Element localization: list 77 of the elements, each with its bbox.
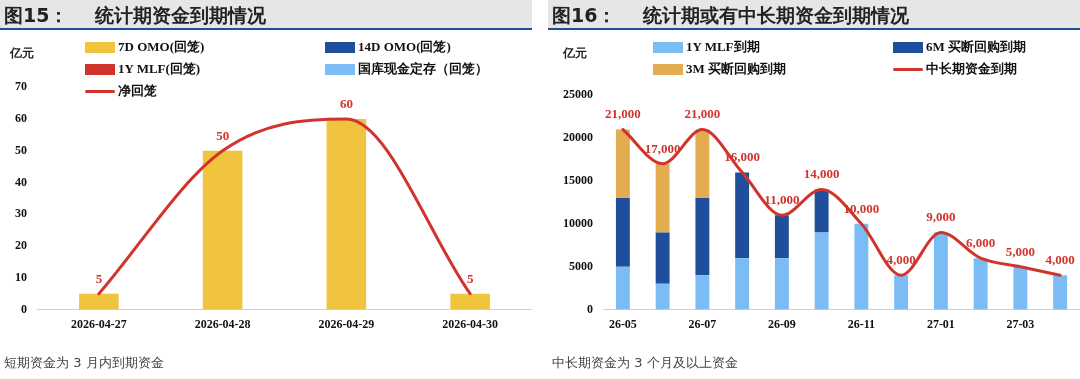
x-tick-label: 2026-04-29: [318, 316, 375, 331]
data-label: 5: [95, 270, 103, 286]
bar: [326, 118, 367, 310]
bar: [450, 293, 490, 310]
bar: [695, 129, 710, 199]
bar: [735, 172, 750, 259]
bar: [655, 163, 670, 233]
y-axis-title: 亿元: [563, 45, 587, 62]
legend-label: 1Y MLF到期: [686, 38, 760, 56]
data-label: 11,000: [764, 192, 800, 208]
y-tick-label: 25000: [563, 87, 593, 102]
data-label: 5: [466, 270, 474, 286]
chart-title: 图16： 统计期或有中长期资金到期情况: [548, 0, 1080, 30]
bar: [615, 198, 630, 267]
x-tick-label: 26-09: [767, 316, 796, 331]
bar: [894, 275, 909, 310]
y-tick-label: 70: [15, 79, 27, 94]
bar: [814, 232, 829, 310]
y-axis-title: 亿元: [10, 45, 34, 62]
bar: [854, 223, 869, 310]
y-tick-label: 50: [15, 142, 27, 157]
legend-label: 3M 买断回购到期: [686, 60, 787, 78]
y-tick-label: 10: [15, 269, 27, 284]
bar: [695, 275, 710, 310]
bar: [615, 266, 630, 310]
y-tick-label: 20: [15, 238, 27, 253]
bar: [695, 198, 710, 276]
data-label: 21,000: [684, 106, 721, 122]
data-label: 60: [339, 95, 353, 111]
data-label: 21,000: [605, 106, 641, 122]
y-tick-label: 20000: [563, 130, 593, 145]
y-tick-label: 5000: [569, 258, 593, 273]
y-tick-label: 0: [587, 301, 593, 316]
text: 短期资金为 3 月内到期资金: [4, 354, 164, 372]
y-tick-label: 0: [21, 301, 27, 316]
x-tick-label: 26-11: [847, 316, 876, 331]
x-tick-label: 27-01: [926, 316, 955, 331]
x-tick-label: 2026-04-30: [442, 316, 499, 331]
legend-label: 14D OMO(回笼): [358, 38, 451, 56]
bar: [774, 258, 789, 310]
bar: [79, 293, 119, 310]
legend-label: 7D OMO(回笼): [118, 38, 205, 56]
data-label: 14,000: [803, 166, 840, 182]
bar: [774, 215, 789, 259]
y-tick-label: 15000: [563, 173, 593, 188]
y-tick-label: 40: [15, 174, 27, 189]
bar: [655, 283, 670, 310]
data-label: 4,000: [886, 252, 916, 268]
x-tick-label: 26-07: [688, 316, 717, 331]
legend-label: 净回笼: [118, 82, 157, 100]
bar: [655, 232, 670, 284]
bar: [202, 150, 243, 310]
data-label: 50: [216, 127, 230, 143]
bar: [615, 129, 630, 199]
x-tick-label: 2026-04-28: [194, 316, 251, 331]
data-label: 9,000: [926, 209, 956, 225]
y-tick-label: 10000: [563, 215, 593, 230]
text: 中长期资金为 3 个月及以上资金: [552, 354, 738, 372]
bar: [973, 258, 988, 310]
y-tick-label: 30: [15, 206, 27, 221]
y-tick-label: 60: [15, 111, 27, 126]
legend-label: 6M 买断回购到期: [926, 38, 1027, 56]
x-tick-label: 2026-04-27: [70, 316, 127, 331]
bar: [933, 232, 948, 310]
legend-label: 国库现金定存（回笼）: [358, 60, 488, 78]
legend-label: 中长期资金到期: [926, 60, 1017, 78]
bar: [1013, 266, 1028, 310]
bar: [1053, 275, 1068, 310]
x-tick-label: 26-05: [608, 316, 637, 331]
bar: [735, 258, 750, 310]
data-label: 6,000: [966, 235, 996, 250]
legend-label: 1Y MLF(回笼): [118, 60, 201, 78]
data-label: 4,000: [1045, 252, 1075, 268]
data-label: 5,000: [1005, 243, 1035, 259]
x-tick-label: 27-03: [1006, 316, 1035, 331]
bar: [814, 189, 829, 233]
chart-title: 图15： 统计期资金到期情况: [0, 0, 532, 30]
